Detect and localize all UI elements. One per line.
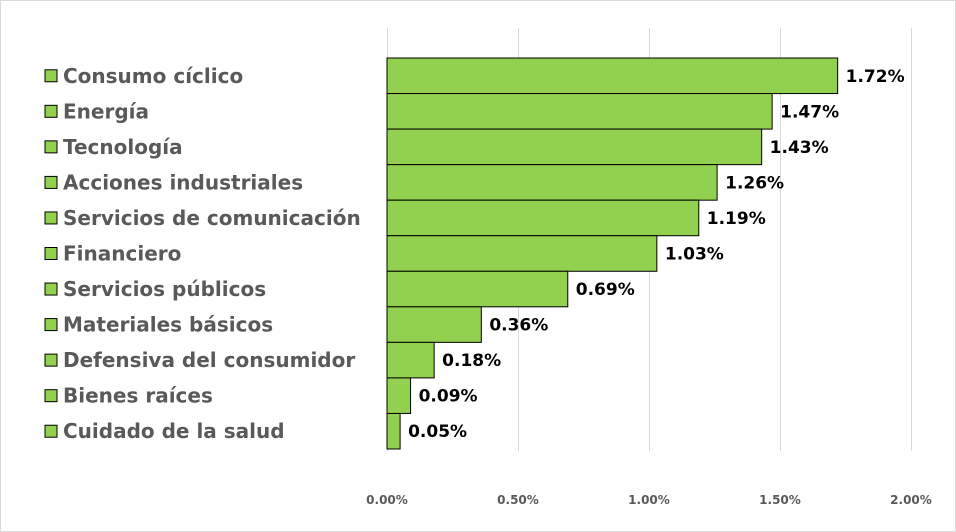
category-label: Financiero bbox=[63, 242, 181, 266]
value-label: 0.09% bbox=[419, 387, 478, 407]
bar bbox=[386, 341, 435, 379]
value-label: 0.18% bbox=[442, 351, 501, 371]
category-label: Defensiva del consumidor bbox=[63, 348, 355, 372]
legend-swatch bbox=[44, 389, 58, 403]
value-label: 1.47% bbox=[780, 102, 839, 122]
category-label: Servicios de comunicación bbox=[63, 206, 361, 230]
x-tick-label: 2.00% bbox=[890, 493, 932, 507]
category-legend: Consumo cíclico Energía Tecnología Acciones… bbox=[44, 64, 361, 443]
category-label: Materiales básicos bbox=[63, 313, 273, 337]
x-tick-label: 1.50% bbox=[759, 493, 801, 507]
value-label: 1.43% bbox=[770, 138, 829, 158]
legend-swatch bbox=[44, 318, 58, 332]
x-tick-label: 0.00% bbox=[366, 493, 408, 507]
bar bbox=[386, 270, 569, 308]
bar bbox=[386, 57, 839, 95]
value-label: 1.26% bbox=[725, 173, 784, 193]
x-axis-ticks: 0.00% 0.50% 1.00% 1.50% 2.00% bbox=[366, 493, 932, 507]
legend-swatch bbox=[44, 424, 58, 438]
legend-swatch bbox=[44, 104, 58, 118]
value-label: 0.05% bbox=[408, 422, 467, 442]
bar bbox=[386, 377, 412, 414]
legend-swatch bbox=[44, 211, 58, 225]
legend-swatch bbox=[44, 175, 58, 189]
category-label: Energía bbox=[63, 99, 149, 123]
bar bbox=[386, 306, 482, 343]
category-label: Tecnología bbox=[63, 135, 183, 159]
value-labels: 1.72% 1.47% 1.43% 1.26% 1.19% 1.03% 0.69% 0.36%… bbox=[408, 67, 905, 442]
x-tick-label: 0.50% bbox=[497, 493, 539, 507]
bar bbox=[386, 164, 718, 201]
bar bbox=[386, 93, 773, 130]
value-label: 1.03% bbox=[665, 245, 724, 265]
bar bbox=[386, 128, 763, 166]
value-label: 0.36% bbox=[489, 316, 548, 336]
bar bbox=[386, 412, 401, 450]
legend-swatch bbox=[44, 247, 58, 260]
legend-swatch bbox=[44, 140, 58, 154]
value-label: 0.69% bbox=[576, 280, 635, 300]
bars bbox=[386, 57, 839, 450]
category-label: Bienes raíces bbox=[63, 384, 213, 408]
category-label: Acciones industriales bbox=[63, 170, 303, 194]
bar bbox=[386, 199, 700, 237]
bar bbox=[386, 235, 658, 272]
category-label: Consumo cíclico bbox=[63, 64, 243, 88]
value-label: 1.19% bbox=[707, 209, 766, 229]
category-label: Cuidado de la salud bbox=[63, 419, 285, 443]
category-label: Servicios públicos bbox=[63, 277, 266, 301]
legend-swatch bbox=[44, 282, 58, 296]
legend-swatch bbox=[44, 69, 58, 83]
legend-swatch bbox=[44, 353, 58, 367]
value-label: 1.72% bbox=[846, 67, 905, 87]
x-tick-label: 1.00% bbox=[628, 493, 670, 507]
